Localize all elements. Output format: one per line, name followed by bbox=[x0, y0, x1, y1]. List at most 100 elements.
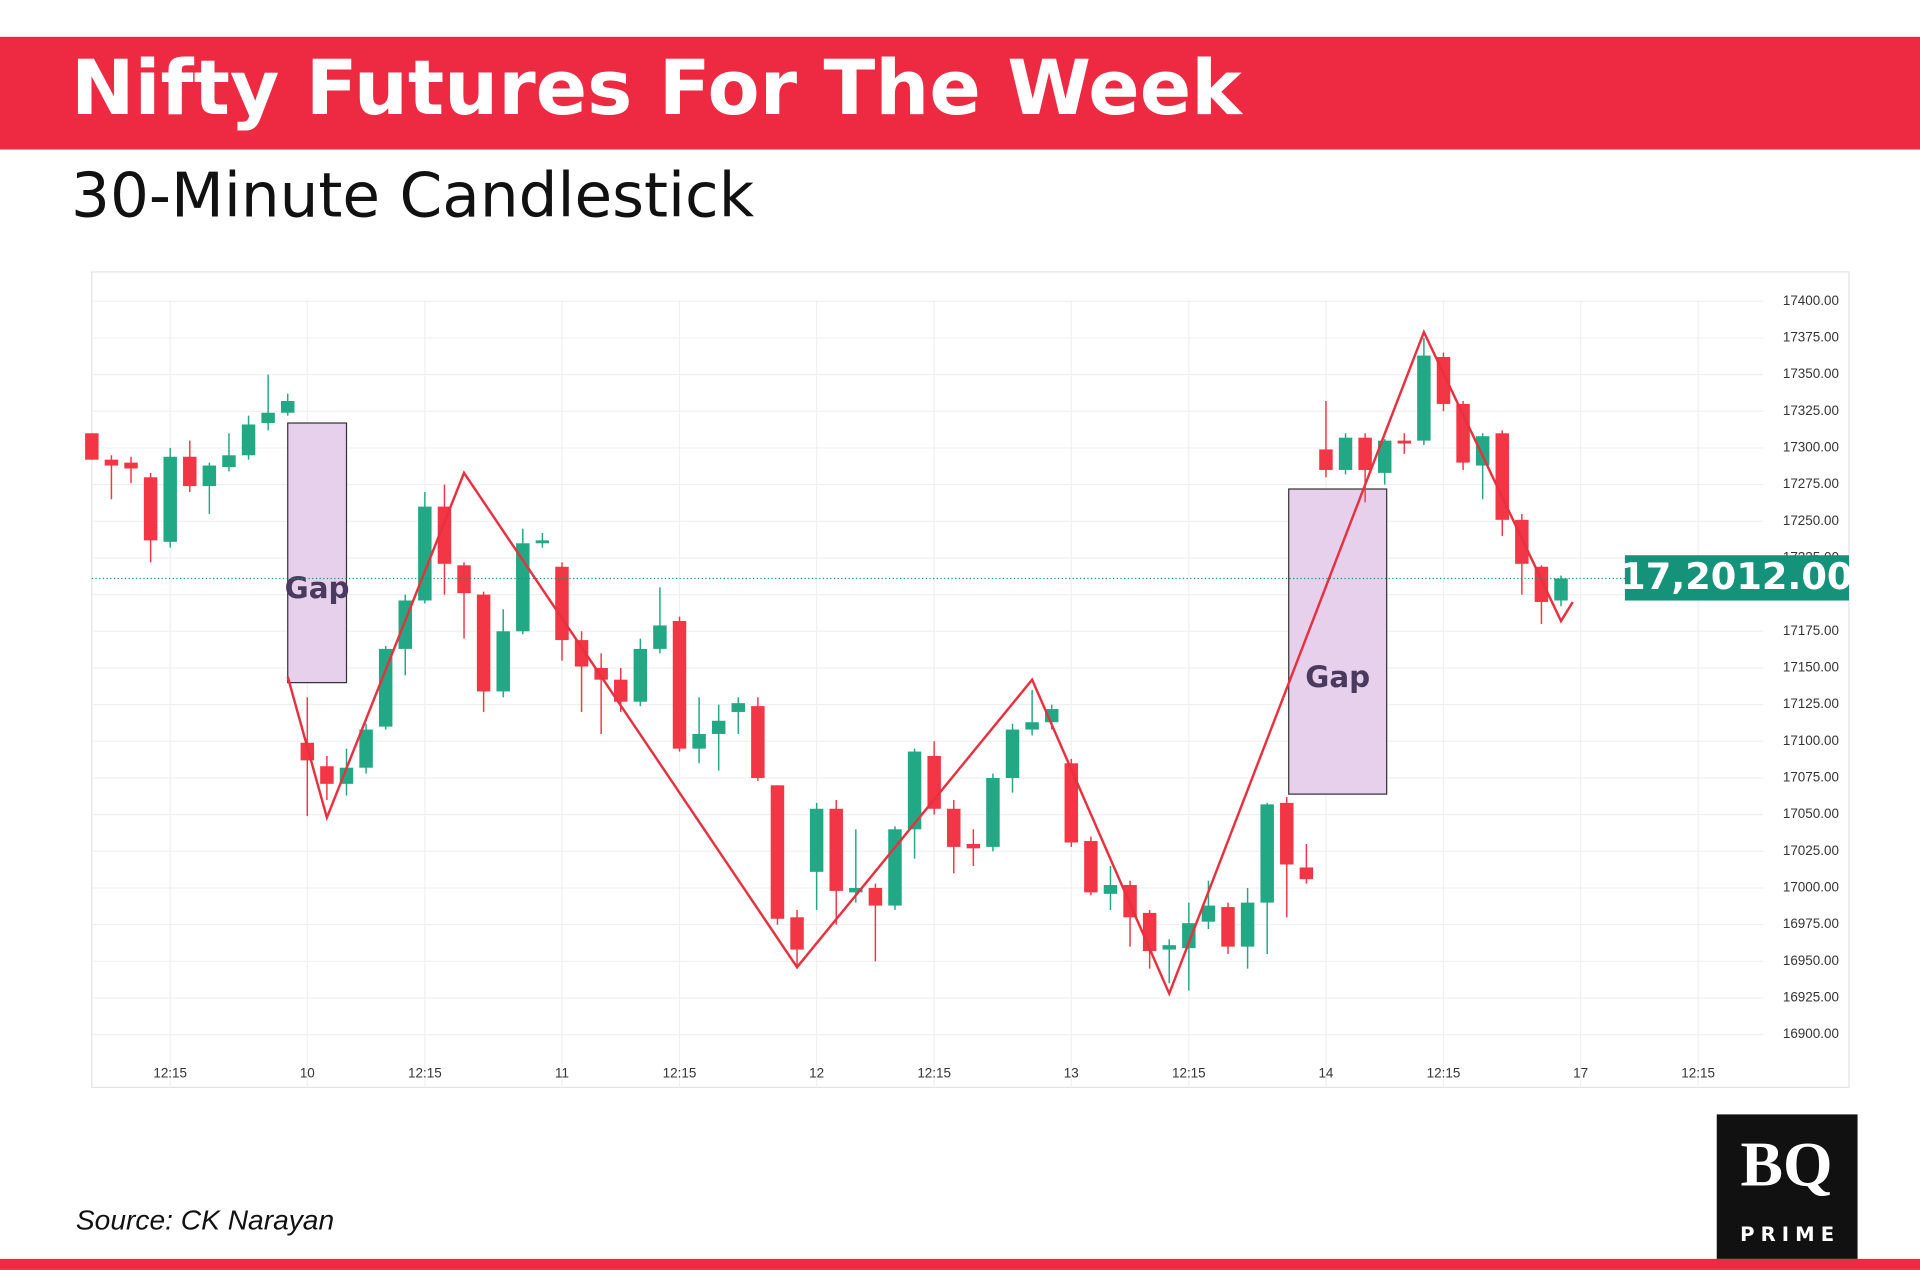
y-tick-label: 17050.00 bbox=[1783, 806, 1839, 821]
candle-body bbox=[770, 785, 785, 919]
x-tick-label: 14 bbox=[1318, 1066, 1333, 1081]
candle-body bbox=[966, 843, 981, 849]
candle-body bbox=[85, 433, 99, 460]
candle-body bbox=[555, 566, 569, 641]
candle-body bbox=[731, 703, 746, 712]
candle-body bbox=[1182, 923, 1196, 949]
y-tick-label: 16900.00 bbox=[1783, 1026, 1839, 1041]
candle-body bbox=[261, 412, 275, 424]
bottom-band bbox=[0, 1258, 1920, 1270]
candle-body bbox=[1142, 912, 1157, 952]
candle-body bbox=[692, 733, 706, 749]
y-tick-label: 17150.00 bbox=[1783, 660, 1839, 675]
candle-body bbox=[1064, 763, 1079, 843]
candle-body bbox=[868, 887, 883, 906]
candle-body bbox=[1260, 804, 1274, 903]
candle-body bbox=[1103, 885, 1118, 894]
logo-box bbox=[1716, 1114, 1858, 1259]
y-tick-label: 17175.00 bbox=[1783, 623, 1839, 638]
price-label: 17,2012.00 bbox=[1620, 555, 1852, 598]
candle-body bbox=[1456, 403, 1470, 463]
gap-box bbox=[1288, 488, 1388, 795]
gap-label: Gap bbox=[1305, 660, 1370, 694]
candle-body bbox=[672, 621, 687, 749]
candle-body bbox=[1319, 449, 1333, 470]
plot-frame bbox=[91, 271, 1850, 1089]
candle-body bbox=[183, 456, 197, 487]
candle-body bbox=[653, 625, 667, 649]
candle-body bbox=[888, 829, 902, 906]
x-tick-label: 17 bbox=[1573, 1066, 1588, 1081]
candle-body bbox=[1025, 722, 1039, 730]
candle-body bbox=[947, 808, 961, 847]
candle-body bbox=[594, 667, 608, 680]
y-tick-label: 17100.00 bbox=[1783, 733, 1839, 748]
candle-body bbox=[907, 751, 922, 830]
candle-body bbox=[1377, 440, 1392, 473]
x-tick-label: 13 bbox=[1064, 1066, 1079, 1081]
candle-body bbox=[1397, 440, 1412, 444]
x-tick-label: 12:15 bbox=[1681, 1066, 1715, 1081]
y-tick-label: 17000.00 bbox=[1783, 880, 1839, 895]
candle-body bbox=[574, 640, 589, 667]
candle-body bbox=[1201, 905, 1216, 922]
candle-body bbox=[829, 808, 843, 891]
candle-body bbox=[222, 455, 236, 468]
candle-body bbox=[378, 648, 393, 727]
y-tick-label: 17325.00 bbox=[1783, 403, 1839, 418]
y-tick-label: 17125.00 bbox=[1783, 696, 1839, 711]
price-tag bbox=[1624, 555, 1849, 601]
chart-title: Nifty Futures For The Week bbox=[71, 44, 1243, 132]
candle-body bbox=[143, 477, 158, 541]
y-tick-label: 17250.00 bbox=[1783, 513, 1839, 528]
y-tick-label: 16950.00 bbox=[1783, 953, 1839, 968]
candle-body bbox=[849, 887, 863, 893]
x-tick-label: 12:15 bbox=[663, 1066, 697, 1081]
candle-body bbox=[1221, 907, 1235, 947]
candle-body bbox=[437, 506, 452, 564]
x-tick-label: 10 bbox=[300, 1066, 315, 1081]
candle-body bbox=[1358, 437, 1372, 470]
candle-body bbox=[614, 679, 628, 702]
candle-body bbox=[280, 401, 295, 413]
candle-body bbox=[104, 459, 119, 466]
candle-body bbox=[986, 777, 1000, 847]
plot: 16900.00 16925.00 16950.00 16975.00 17000.00… bbox=[85, 293, 1852, 1088]
source: Source: CK Narayan bbox=[76, 1205, 334, 1236]
candle-body bbox=[809, 808, 824, 872]
x-tick-label: 12:15 bbox=[408, 1066, 442, 1081]
candle-body bbox=[496, 631, 510, 692]
y-tick-label: 17025.00 bbox=[1783, 843, 1839, 858]
candle-body bbox=[124, 462, 138, 469]
candle-body bbox=[1338, 437, 1353, 470]
gap-label: Gap bbox=[285, 571, 350, 605]
candle-body bbox=[359, 729, 373, 768]
candle-body bbox=[1495, 433, 1509, 520]
x-tick-label: 12 bbox=[809, 1066, 824, 1081]
candle-body bbox=[1554, 578, 1568, 601]
candle-body bbox=[790, 917, 804, 950]
y-tick-label: 17300.00 bbox=[1783, 440, 1839, 455]
candle-body bbox=[1280, 802, 1294, 865]
y-tick-label: 17400.00 bbox=[1783, 293, 1839, 308]
candle-body bbox=[457, 565, 471, 594]
candle-body bbox=[1417, 355, 1431, 441]
candle-body bbox=[202, 465, 217, 487]
candle-body bbox=[1240, 902, 1255, 947]
y-tick-label: 17275.00 bbox=[1783, 476, 1839, 491]
y-tick-label: 16925.00 bbox=[1783, 990, 1839, 1005]
y-tick-label: 17375.00 bbox=[1783, 330, 1839, 345]
candle-body bbox=[1299, 867, 1314, 880]
logo-subtext: PRIME bbox=[1740, 1223, 1840, 1246]
candle-body bbox=[1475, 436, 1490, 466]
candle-body bbox=[476, 594, 491, 692]
y-tick-label: 17075.00 bbox=[1783, 770, 1839, 785]
gap-box bbox=[287, 422, 348, 684]
candle-body bbox=[320, 766, 334, 784]
candle-body bbox=[1084, 841, 1098, 893]
candle-body bbox=[1534, 566, 1549, 602]
x-tick-label: 11 bbox=[555, 1066, 569, 1081]
zigzag-line bbox=[286, 328, 1574, 997]
